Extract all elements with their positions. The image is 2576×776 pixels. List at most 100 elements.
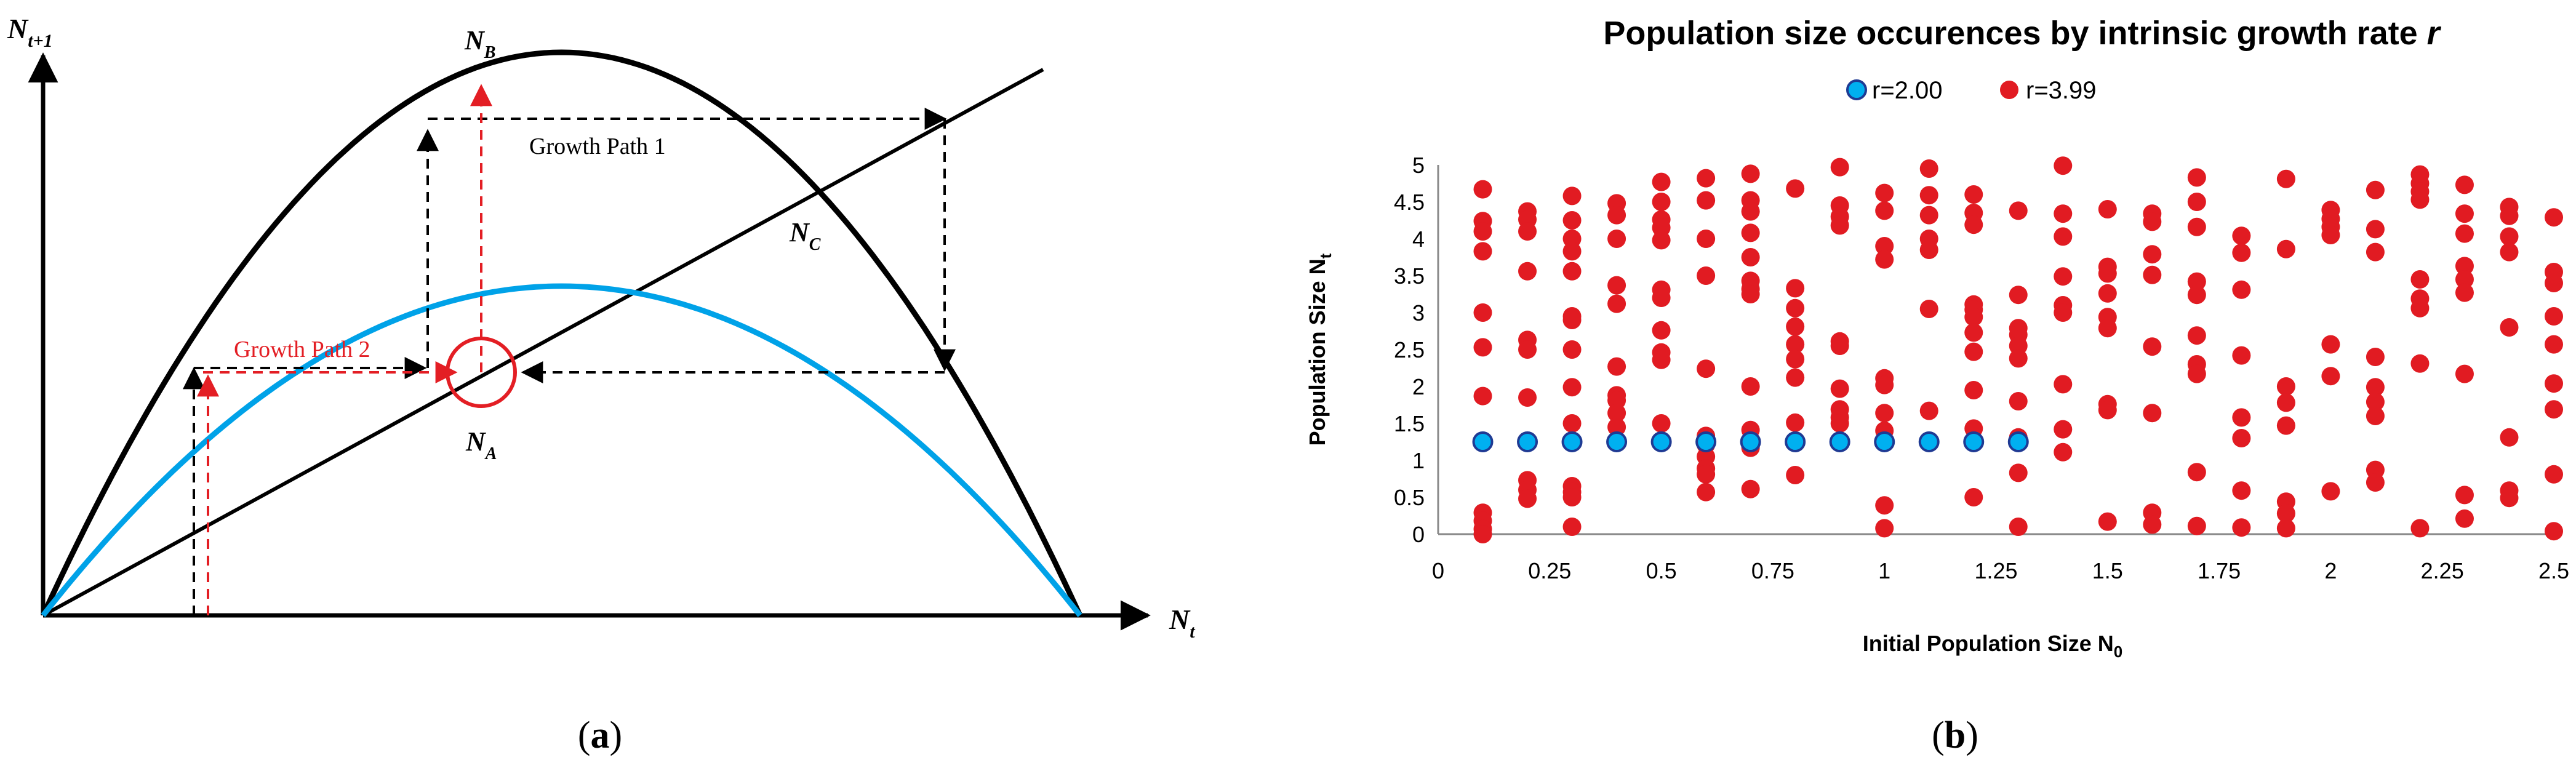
data-point-r399 — [1607, 206, 1626, 225]
data-point-r399 — [1697, 482, 1716, 502]
data-point-r399 — [2276, 377, 2295, 396]
y-tick-label: 0.5 — [1394, 485, 1425, 510]
data-point-r399 — [1964, 185, 1983, 204]
data-point-r399 — [1518, 340, 1537, 359]
data-point-r399 — [1786, 179, 1805, 198]
data-point-r399 — [1473, 338, 1492, 357]
data-point-r399 — [2143, 212, 2162, 231]
data-point-r399 — [2366, 473, 2385, 492]
x-tick-label: 0.5 — [1646, 558, 1677, 583]
data-point-r399 — [2500, 318, 2519, 337]
data-point-r399 — [2098, 512, 2117, 531]
x-tick-label: 1 — [1878, 558, 1890, 583]
data-point-r399 — [1875, 404, 1894, 423]
data-point-r399 — [1652, 414, 1671, 433]
x-tick-label: 2.5 — [2538, 558, 2569, 583]
data-point-r399 — [2545, 274, 2563, 292]
data-point-r399 — [1562, 186, 1582, 206]
data-point-r399 — [1964, 342, 1983, 361]
r2-points — [1472, 431, 2029, 452]
data-point-r399 — [1741, 479, 1760, 498]
data-point-r399 — [2410, 190, 2430, 209]
data-point-r399 — [1607, 418, 1626, 436]
data-point-r399 — [1473, 180, 1492, 199]
data-point-r399 — [1697, 359, 1716, 378]
data-point-r399 — [2410, 270, 2430, 289]
data-point-r399 — [1786, 350, 1805, 369]
data-point-r399 — [2098, 401, 2117, 420]
data-point-r399 — [2232, 243, 2251, 262]
x-tick-label: 1.25 — [1974, 558, 2017, 583]
data-point-r2 — [1829, 431, 1850, 452]
data-point-r399 — [2009, 392, 2028, 410]
data-point-r399 — [1562, 378, 1582, 397]
data-point-r399 — [1562, 211, 1582, 230]
data-point-r399 — [2187, 168, 2206, 187]
data-point-r399 — [2276, 519, 2295, 538]
data-point-r399 — [2545, 465, 2563, 484]
data-point-r399 — [1562, 414, 1582, 433]
data-point-r399 — [2545, 374, 2563, 393]
data-point-r399 — [1607, 357, 1626, 376]
data-point-r399 — [2054, 227, 2073, 246]
data-point-r399 — [2321, 367, 2340, 386]
data-point-r399 — [1741, 248, 1760, 266]
data-point-r399 — [2009, 286, 2028, 305]
growth-path-1-label: Growth Path 1 — [529, 134, 666, 159]
data-point-r399 — [2143, 404, 2162, 423]
data-point-r399 — [1964, 381, 1983, 399]
identity-line — [42, 68, 1044, 617]
x-tick-label: 2 — [2324, 558, 2337, 583]
data-point-r399 — [2143, 515, 2162, 534]
data-point-r399 — [2545, 335, 2563, 354]
data-point-r399 — [1741, 223, 1760, 242]
data-point-r399 — [1875, 237, 1894, 255]
data-point-r399 — [1964, 308, 1983, 327]
data-point-r399 — [1830, 337, 1849, 355]
data-point-r399 — [2366, 242, 2385, 262]
data-point-r399 — [2276, 393, 2295, 412]
data-point-r399 — [1473, 303, 1492, 322]
data-point-r399 — [2321, 335, 2340, 354]
panel-a-y-axis-label: Nt+1 — [7, 13, 53, 51]
data-point-r399 — [1964, 323, 1983, 342]
legend-label-r2: r=2.00 — [1872, 77, 1943, 104]
data-point-r399 — [2232, 280, 2251, 299]
y-tick-label: 1.5 — [1394, 411, 1425, 436]
data-point-r399 — [2276, 239, 2295, 258]
data-point-r399 — [2143, 337, 2162, 356]
data-point-r399 — [1830, 158, 1849, 177]
data-point-r399 — [1652, 193, 1671, 211]
data-point-r399 — [1652, 350, 1671, 369]
data-point-r399 — [1786, 413, 1805, 432]
data-point-r399 — [1875, 375, 1894, 394]
data-point-r399 — [2276, 504, 2295, 523]
data-point-r2 — [1650, 431, 1672, 452]
data-point-r399 — [2455, 270, 2474, 289]
data-point-r399 — [1652, 289, 1671, 307]
data-point-r399 — [2054, 267, 2073, 286]
data-point-r2 — [1695, 431, 1717, 452]
data-point-r399 — [2054, 156, 2073, 175]
equilibrium-circle — [446, 337, 517, 408]
data-point-r399 — [2098, 200, 2117, 218]
data-point-r399 — [1919, 206, 1938, 225]
data-point-r399 — [2500, 489, 2519, 508]
data-point-r399 — [2232, 429, 2251, 447]
x-tick-label: 0.25 — [1528, 558, 1571, 583]
data-point-r399 — [1919, 241, 1938, 259]
y-tick-label: 1 — [1412, 448, 1425, 473]
data-point-r399 — [2500, 206, 2519, 225]
data-point-r399 — [2545, 208, 2563, 227]
data-point-r399 — [2054, 442, 2073, 462]
data-point-r399 — [2232, 518, 2251, 537]
data-point-r399 — [2321, 482, 2340, 501]
data-point-r399 — [2366, 393, 2385, 412]
data-point-r399 — [1652, 321, 1671, 340]
panel-a-diagram: Nt+1 Nt NB NC NA Growth Path 1 Growth Pa… — [7, 13, 1196, 756]
data-point-r399 — [1830, 379, 1849, 398]
point-a-label: NA — [465, 426, 497, 463]
data-point-r399 — [1473, 386, 1492, 406]
data-point-r399 — [2366, 180, 2385, 199]
